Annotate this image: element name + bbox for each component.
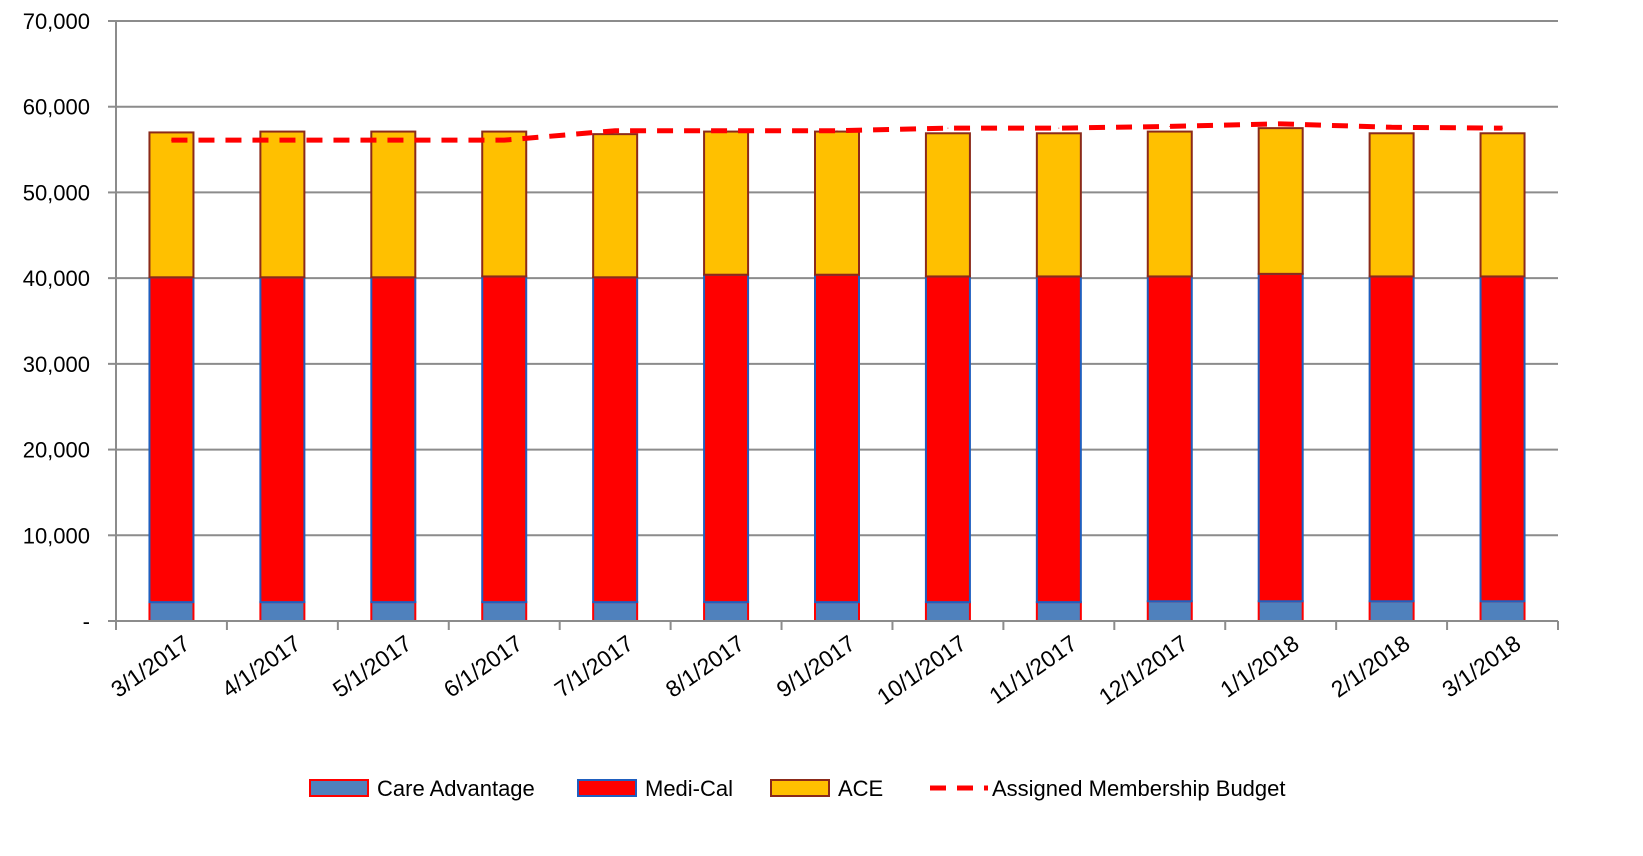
bar-care-advantage: [1257, 600, 1304, 622]
bar-ace: [924, 132, 971, 278]
bar-care-advantage: [703, 601, 750, 623]
bar-medi-cal: [592, 276, 639, 604]
budget-point: [836, 130, 838, 132]
budget-point: [725, 130, 727, 132]
x-tick-label: 11/1/2017: [984, 630, 1081, 709]
bar-ace: [148, 131, 195, 279]
budget-point: [1169, 125, 1171, 127]
x-tick-label: 6/1/2017: [439, 630, 527, 703]
budget-line-layer: [170, 121, 1504, 143]
budget-point: [1391, 126, 1393, 128]
budget-point: [947, 127, 949, 129]
budget-point: [1280, 123, 1282, 125]
bar-medi-cal: [814, 273, 860, 604]
x-tick-label: 9/1/2017: [772, 630, 860, 703]
bar-medi-cal: [1146, 275, 1193, 603]
legend-label-assigned-membership-budget: Assigned Membership Budget: [992, 776, 1286, 801]
bar-medi-cal: [370, 276, 417, 604]
y-tick-label: 20,000: [23, 438, 90, 463]
bar-medi-cal: [924, 275, 971, 604]
bar-medi-cal: [1257, 272, 1304, 603]
bar-medi-cal: [259, 276, 306, 604]
budget-point: [1058, 127, 1060, 129]
bar-care-advantage: [148, 601, 195, 623]
bars: [148, 127, 1526, 623]
y-tick-label: 10,000: [23, 523, 90, 548]
bar-ace: [592, 133, 639, 279]
budget-point: [170, 139, 172, 141]
y-tick-label: -: [83, 609, 90, 634]
bar-medi-cal: [1368, 275, 1415, 603]
x-tick-label: 1/1/2018: [1215, 630, 1303, 703]
bar-medi-cal: [1479, 275, 1526, 603]
budget-point: [392, 139, 394, 141]
bar-care-advantage: [592, 601, 639, 623]
bar-care-advantage: [924, 601, 971, 623]
y-tick-label: 50,000: [23, 180, 90, 205]
y-tick-label: 30,000: [23, 352, 90, 377]
y-tick-label: 60,000: [23, 95, 90, 120]
bar-care-advantage: [481, 601, 528, 623]
bar-ace: [259, 130, 306, 279]
bar-care-advantage: [259, 601, 306, 623]
x-tick-label: 12/1/2017: [1094, 630, 1193, 710]
y-tick-label: 70,000: [23, 9, 90, 34]
bar-ace: [370, 130, 417, 279]
axes: - 10,000 20,000 30,000 40,000 50,000 60,000 70,…: [23, 9, 1559, 710]
legend-label-care-advantage: Care Advantage: [377, 776, 535, 801]
legend-swatch-care-advantage: [309, 779, 369, 797]
x-tick-label: 5/1/2017: [328, 630, 416, 703]
bar-care-advantage: [1146, 600, 1193, 622]
x-tick-label: 7/1/2017: [550, 630, 638, 703]
x-tick-label: 4/1/2017: [217, 630, 305, 703]
bar-ace: [703, 130, 750, 276]
budget-point: [503, 139, 505, 141]
legend: Care Advantage Medi-Cal ACE Assigned Member…: [309, 776, 1286, 801]
y-tick-label: 40,000: [23, 266, 90, 291]
bar-ace: [1479, 132, 1526, 278]
budget-point: [281, 139, 283, 141]
bar-ace: [1146, 130, 1193, 278]
budget-point: [614, 130, 616, 132]
bar-medi-cal: [148, 276, 195, 604]
x-tick-label: 3/1/2018: [1437, 630, 1525, 703]
legend-swatch-ace: [770, 779, 830, 797]
bar-care-advantage: [1368, 600, 1415, 622]
bar-care-advantage: [1035, 601, 1082, 623]
legend-swatch-medi-cal: [577, 779, 637, 797]
x-tick-label: 3/1/2017: [106, 630, 194, 703]
bar-ace: [481, 130, 528, 278]
bar-medi-cal: [481, 275, 528, 604]
x-tick-label: 2/1/2018: [1326, 630, 1414, 703]
bar-care-advantage: [1479, 600, 1526, 622]
bar-care-advantage: [814, 601, 860, 623]
legend-label-ace: ACE: [838, 776, 883, 801]
bar-medi-cal: [1035, 275, 1082, 604]
x-tick-label: 8/1/2017: [661, 630, 749, 703]
bar-care-advantage: [370, 601, 417, 623]
bar-ace: [814, 130, 860, 276]
bar-ace: [1257, 127, 1304, 275]
bar-medi-cal: [703, 273, 750, 604]
bar-ace: [1368, 132, 1415, 278]
x-tick-label: 10/1/2017: [872, 630, 971, 710]
legend-label-medi-cal: Medi-Cal: [645, 776, 733, 801]
budget-point: [1502, 127, 1504, 129]
bar-ace: [1035, 132, 1082, 278]
